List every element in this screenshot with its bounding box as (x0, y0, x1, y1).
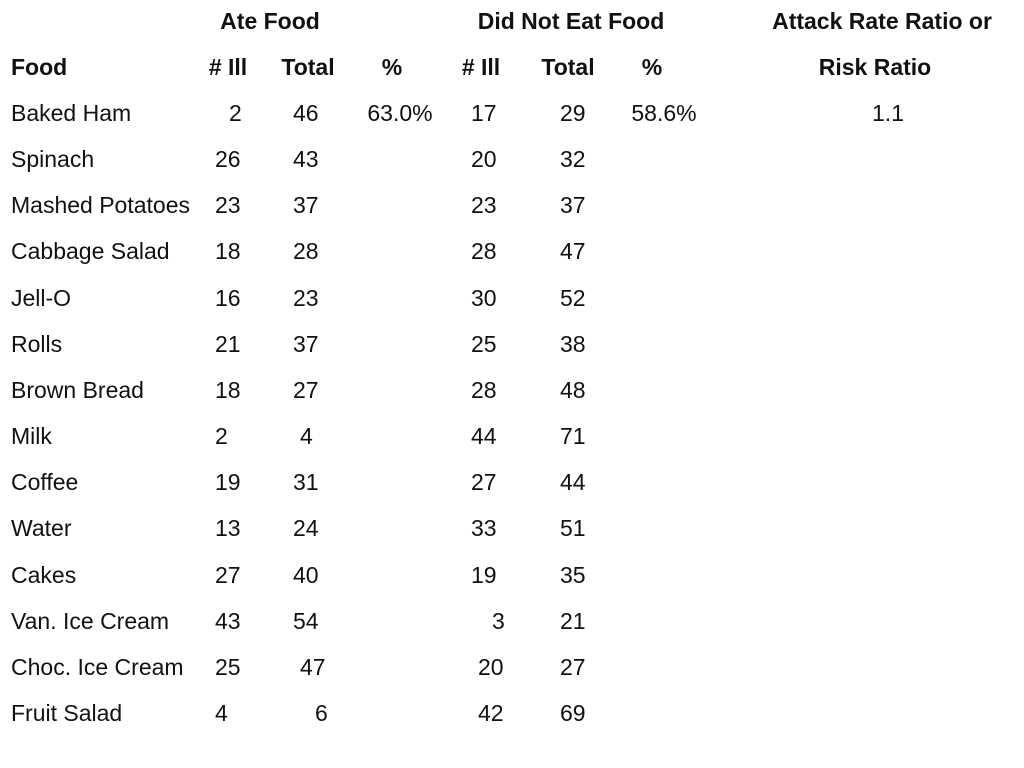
cell-ratio: 1.1 (872, 100, 904, 126)
cell-ate-total: 4 (300, 423, 313, 449)
cell-food: Mashed Potatoes (11, 192, 191, 218)
cell-ate-total: 43 (293, 146, 319, 172)
header-not-total: Total (541, 54, 595, 80)
cell-ate-ill: 19 (215, 469, 241, 495)
cell-food: Cabbage Salad (11, 238, 170, 264)
cell-not-total: 27 (560, 654, 586, 680)
cell-not-ill: 20 (471, 146, 497, 172)
cell-not-pct: 58.6% (631, 100, 697, 126)
cell-ate-total: 40 (293, 562, 319, 588)
cell-not-total: 35 (560, 562, 586, 588)
cell-food: Water (11, 515, 72, 541)
header-ate-pct: % (381, 54, 403, 80)
cell-ate-ill: 16 (215, 285, 241, 311)
header-ratio-line1: Attack Rate Ratio or (772, 8, 992, 34)
cell-not-ill: 3 (492, 608, 505, 634)
cell-ate-ill: 18 (215, 377, 241, 403)
header-ate-total: Total (281, 54, 335, 80)
cell-ate-ill: 2 (215, 423, 228, 449)
cell-not-total: 37 (560, 192, 586, 218)
cell-not-ill: 19 (471, 562, 497, 588)
cell-ate-total: 28 (293, 238, 319, 264)
cell-ate-total: 37 (293, 192, 319, 218)
cell-food: Choc. Ice Cream (11, 654, 184, 680)
cell-ate-ill: 43 (215, 608, 241, 634)
header-ate-ill: # Ill (208, 54, 248, 80)
cell-not-ill: 27 (471, 469, 497, 495)
cell-not-ill: 23 (471, 192, 497, 218)
cell-ate-total: 47 (300, 654, 326, 680)
cell-not-total: 47 (560, 238, 586, 264)
header-ratio-line2: Risk Ratio (818, 54, 932, 80)
cell-food: Milk (11, 423, 52, 449)
cell-ate-ill: 4 (215, 700, 228, 726)
cell-ate-total: 24 (293, 515, 319, 541)
cell-not-ill: 28 (471, 238, 497, 264)
cell-ate-total: 46 (293, 100, 319, 126)
cell-ate-ill: 13 (215, 515, 241, 541)
cell-not-ill: 44 (471, 423, 497, 449)
cell-not-total: 71 (560, 423, 586, 449)
cell-food: Brown Bread (11, 377, 144, 403)
cell-not-ill: 20 (478, 654, 504, 680)
cell-food: Van. Ice Cream (11, 608, 170, 634)
cell-not-total: 51 (560, 515, 586, 541)
cell-ate-total: 27 (293, 377, 319, 403)
cell-ate-ill: 23 (215, 192, 241, 218)
cell-ate-total: 23 (293, 285, 319, 311)
header-did-not-eat-food: Did Not Eat Food (477, 8, 665, 34)
cell-not-total: 32 (560, 146, 586, 172)
cell-not-total: 52 (560, 285, 586, 311)
cell-food: Cakes (11, 562, 77, 588)
cell-ate-total: 37 (293, 331, 319, 357)
cell-not-ill: 30 (471, 285, 497, 311)
cell-not-total: 48 (560, 377, 586, 403)
cell-not-ill: 17 (471, 100, 497, 126)
cell-food: Jell-O (11, 285, 72, 311)
header-food: Food (11, 54, 68, 80)
cell-food: Coffee (11, 469, 79, 495)
cell-not-ill: 33 (471, 515, 497, 541)
cell-not-ill: 28 (471, 377, 497, 403)
header-not-ill: # Ill (461, 54, 501, 80)
cell-ate-total: 6 (315, 700, 328, 726)
cell-ate-ill: 25 (215, 654, 241, 680)
cell-ate-pct: 63.0% (367, 100, 433, 126)
cell-not-total: 38 (560, 331, 586, 357)
header-ate-food: Ate Food (220, 8, 320, 34)
cell-ate-total: 31 (293, 469, 319, 495)
cell-food: Baked Ham (11, 100, 132, 126)
cell-ate-ill: 21 (215, 331, 241, 357)
cell-food: Fruit Salad (11, 700, 123, 726)
cell-ate-total: 54 (293, 608, 319, 634)
cell-not-total: 29 (560, 100, 586, 126)
cell-food: Spinach (11, 146, 95, 172)
cell-ate-ill: 27 (215, 562, 241, 588)
cell-ate-ill: 2 (229, 100, 242, 126)
header-not-pct: % (641, 54, 663, 80)
cell-ate-ill: 18 (215, 238, 241, 264)
cell-not-ill: 42 (478, 700, 504, 726)
cell-not-total: 69 (560, 700, 586, 726)
cell-ate-ill: 26 (215, 146, 241, 172)
cell-not-total: 21 (560, 608, 586, 634)
cell-not-ill: 25 (471, 331, 497, 357)
cell-food: Rolls (11, 331, 63, 357)
cell-not-total: 44 (560, 469, 586, 495)
